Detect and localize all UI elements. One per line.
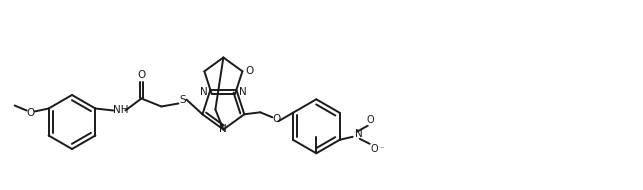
Text: N: N [239, 87, 247, 97]
Text: S: S [179, 96, 186, 105]
Text: O: O [367, 115, 374, 125]
Text: N: N [219, 124, 226, 134]
Text: O: O [26, 108, 35, 119]
Text: O: O [137, 70, 145, 81]
Text: ⁻: ⁻ [379, 144, 384, 153]
Text: N: N [199, 87, 207, 97]
Text: NH: NH [113, 105, 128, 116]
Text: O: O [371, 144, 379, 154]
Text: O: O [272, 114, 280, 124]
Text: N: N [355, 129, 363, 139]
Text: O: O [245, 66, 253, 76]
